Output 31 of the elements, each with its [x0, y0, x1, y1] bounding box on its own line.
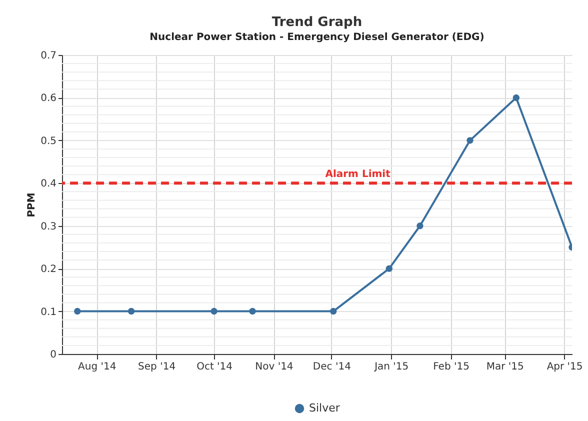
chart-subtitle: Nuclear Power Station - Emergency Diesel Generator (EDG)	[150, 32, 484, 43]
point	[416, 222, 424, 230]
point	[74, 308, 81, 315]
point	[466, 137, 474, 144]
x-tick-label: Mar '15	[486, 362, 524, 372]
ref-line-label: Alarm Limit	[325, 169, 391, 180]
x-tick-label: Aug '14	[78, 362, 116, 372]
legend-label: Silver	[309, 402, 340, 414]
x-tick-label: Jan '15	[374, 362, 409, 372]
y-tick-label: 0.5	[40, 136, 56, 147]
point	[386, 265, 393, 272]
y-axis-title: PPM	[26, 192, 38, 218]
y-tick-label: 0.4	[40, 178, 56, 190]
point	[249, 308, 256, 315]
x-tick-label: Sep '14	[138, 362, 176, 372]
chart-title: Trend Graph	[272, 15, 362, 30]
y-tick-label: 0.6	[40, 93, 56, 104]
y-tick-label: 0	[50, 350, 56, 360]
point	[128, 308, 135, 315]
x-tick-label: Feb '15	[433, 362, 470, 372]
x-tick-label: Apr '15	[546, 362, 583, 372]
x-tick-label: Dec '14	[312, 362, 351, 372]
point	[330, 308, 337, 315]
y-tick-label: 0.3	[40, 221, 56, 232]
point	[512, 94, 520, 102]
y-tick-label: 0.2	[40, 264, 56, 276]
y-tick-label: 0.1	[40, 306, 56, 318]
x-tick-label: Oct '14	[196, 362, 233, 372]
y-tick-label: 0.7	[40, 50, 56, 62]
point	[210, 308, 218, 315]
x-tick-label: Nov '14	[255, 362, 294, 372]
